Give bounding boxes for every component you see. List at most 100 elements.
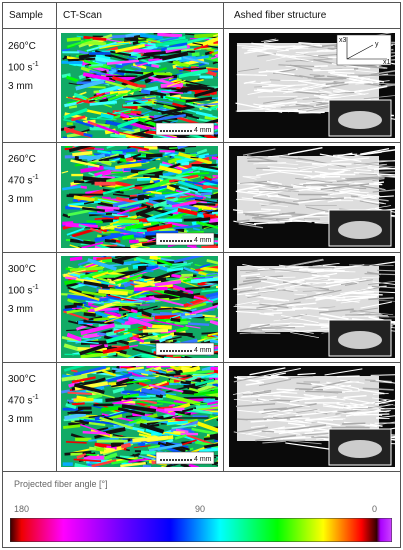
- sample-thickness: 3 mm: [8, 194, 33, 205]
- ct-fiber: [62, 213, 71, 219]
- ashed-fiber: [362, 387, 394, 391]
- ct-fiber: [96, 427, 109, 432]
- ashed-fiber: [340, 287, 374, 295]
- ct-fiber: [179, 55, 209, 63]
- ct-fiber: [212, 302, 218, 307]
- ct-fiber: [83, 320, 114, 325]
- ct-fiber: [207, 400, 218, 406]
- ct-fiber: [177, 146, 189, 150]
- ashed-fiber: [236, 418, 248, 421]
- ashed-fiber: [314, 418, 334, 421]
- ct-fiber: [142, 222, 152, 227]
- ct-fiber: [166, 79, 186, 88]
- ashed-fiber: [266, 194, 299, 201]
- ashed-fiber: [364, 205, 392, 211]
- ct-fiber: [197, 102, 218, 107]
- ct-fiber: [133, 244, 150, 248]
- ct-fiber: [157, 33, 183, 38]
- ct-fiber: [66, 227, 85, 236]
- ct-fiber: [71, 402, 85, 406]
- ct-fiber: [209, 376, 218, 381]
- ct-fiber: [103, 416, 114, 423]
- ashed-fiber: [320, 183, 370, 191]
- ct-fiber: [132, 435, 169, 443]
- ct-fiber: [85, 390, 115, 399]
- ashed-fiber: [287, 280, 311, 285]
- ct-scan-image: 4 mm: [61, 256, 218, 358]
- inset-sample: [338, 221, 382, 239]
- ct-fiber: [197, 189, 213, 193]
- ashed-fiber: [287, 89, 319, 93]
- ct-fiber: [108, 279, 122, 288]
- ct-fiber: [66, 75, 79, 83]
- ct-fiber: [185, 325, 201, 329]
- ct-fiber: [202, 36, 218, 47]
- ashed-fiber: [253, 376, 283, 382]
- ashed-fiber: [273, 316, 302, 322]
- ashed-fiber: [266, 180, 283, 185]
- ashed-fiber: [373, 181, 385, 184]
- ashed-fiber: [367, 167, 395, 170]
- ct-fiber: [75, 322, 93, 331]
- ashed-fiber: [369, 423, 383, 427]
- ct-fiber: [179, 172, 209, 176]
- ashed-fiber: [289, 282, 311, 288]
- ashed-fiber: [286, 47, 328, 50]
- ashed-fiber: [360, 147, 390, 155]
- ashed-fiber: [242, 148, 276, 156]
- ct-fiber: [173, 256, 204, 264]
- ashed-fiber: [252, 197, 299, 206]
- ashed-fiber: [342, 422, 366, 425]
- ct-fiber: [159, 368, 169, 373]
- ct-fiber: [154, 268, 182, 281]
- ct-fiber: [105, 395, 137, 403]
- ashed-fiber: [377, 269, 395, 272]
- scale-label: 4 mm: [194, 127, 212, 134]
- ashed-fiber: [336, 401, 385, 409]
- ct-fiber: [141, 177, 173, 192]
- ashed-fiber: [250, 328, 263, 331]
- ct-fiber: [117, 407, 146, 416]
- ashed-fiber: [374, 401, 395, 406]
- ashed-fiber: [265, 70, 295, 76]
- ashed-fiber: [278, 264, 320, 271]
- ashed-fiber: [310, 278, 331, 282]
- ct-fiber: [185, 197, 204, 201]
- ashed-fiber: [345, 409, 381, 417]
- ct-fiber: [204, 133, 218, 138]
- ct-fiber: [134, 281, 151, 289]
- ashed-fiber: [373, 393, 389, 395]
- ashed-fiber: [239, 289, 260, 293]
- ct-fiber: [82, 206, 105, 212]
- ct-fiber: [161, 412, 179, 419]
- ashed-fiber: [259, 203, 288, 207]
- ashed-fiber: [285, 442, 332, 450]
- inset-sample: [338, 440, 382, 458]
- ct-fiber: [165, 176, 201, 186]
- ashed-fiber: [293, 184, 307, 187]
- sample-thickness: 3 mm: [8, 304, 33, 315]
- ct-fiber: [83, 201, 95, 205]
- ct-fiber: [203, 186, 218, 191]
- ct-fiber: [173, 110, 200, 120]
- ashed-fiber: [295, 50, 341, 54]
- ashed-fiber: [284, 258, 324, 268]
- ashed-fiber: [277, 49, 289, 52]
- ashed-fiber: [329, 192, 346, 196]
- ct-fiber: [76, 146, 85, 151]
- ct-fiber: [61, 73, 71, 79]
- ct-fiber: [115, 285, 126, 291]
- ashed-fiber: [343, 196, 384, 204]
- ashed-fiber: [336, 375, 360, 378]
- ct-fiber: [165, 393, 201, 406]
- ct-fiber: [172, 284, 194, 295]
- ct-fiber: [88, 414, 105, 418]
- ashed-fiber: [274, 436, 306, 441]
- ashed-fiber: [242, 263, 265, 269]
- header-cell: CT-Scan: [63, 10, 102, 21]
- ct-fiber: [118, 131, 147, 138]
- ct-fiber: [69, 256, 83, 262]
- ct-fiber: [124, 97, 156, 103]
- ct-fiber: [211, 334, 218, 338]
- ct-fiber: [142, 328, 169, 333]
